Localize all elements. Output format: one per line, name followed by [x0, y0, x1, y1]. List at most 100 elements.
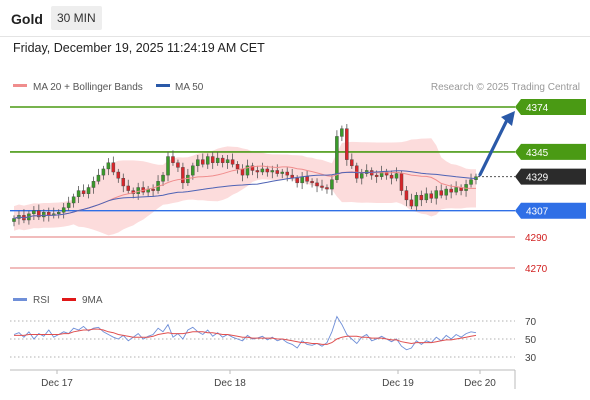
candle-body [245, 165, 250, 176]
x-tick-label: Dec 18 [214, 378, 246, 389]
candle-body [394, 173, 399, 179]
level-tag-4374: 4374 [515, 99, 586, 115]
candle [166, 151, 170, 182]
candle-body [414, 195, 419, 207]
candle-body [116, 171, 121, 179]
candle-body [136, 187, 140, 194]
candle [454, 181, 458, 196]
candles [12, 124, 478, 227]
candle-body [374, 174, 379, 177]
timestamp: Friday, December 19, 2025 11:24:19 AM CE… [13, 41, 265, 55]
candle [384, 168, 389, 180]
candle-body [310, 181, 314, 184]
candle [275, 164, 280, 177]
price-levels [10, 106, 515, 269]
candle-body [151, 188, 155, 191]
ma20-swatch [13, 84, 27, 87]
candle-body [225, 159, 230, 163]
level-label-4290: 4290 [525, 233, 548, 244]
candle [330, 175, 334, 196]
candle [250, 162, 255, 176]
candle-body [121, 178, 126, 187]
candle [270, 165, 275, 179]
candle [126, 179, 130, 194]
candle-body [86, 187, 91, 194]
candle-body [61, 207, 66, 213]
candle-body [315, 182, 319, 187]
candle-body [81, 190, 86, 194]
rsi-line [13, 315, 477, 351]
ma9-legend: 9MA [82, 295, 103, 306]
candle [325, 184, 329, 194]
level-tag-label: 4329 [526, 173, 549, 184]
forecast-arrow-shaft [478, 116, 510, 177]
candle-body [166, 156, 170, 176]
forecast-arrow [478, 111, 515, 177]
candle-body [32, 210, 36, 215]
candle-body [91, 181, 96, 188]
candle-body [424, 193, 429, 201]
candle-body [360, 173, 364, 179]
candle-body [330, 179, 334, 190]
candle-body [409, 199, 414, 207]
candle-body [181, 167, 185, 184]
candle-body [320, 185, 324, 188]
candle-body [255, 170, 260, 173]
candle-body [111, 162, 116, 173]
candle-body [71, 196, 76, 204]
candle [151, 184, 155, 197]
candle [404, 185, 409, 207]
level-tag-label: 4374 [526, 103, 549, 114]
candle [434, 185, 438, 205]
candle-body [270, 170, 275, 173]
candle-body [196, 159, 200, 167]
candle-body [285, 171, 289, 176]
candle-body [106, 162, 111, 170]
candle [91, 176, 96, 194]
level-tag-bg [515, 143, 586, 160]
candle [206, 153, 210, 169]
rsi-tick-30: 30 [525, 353, 537, 364]
moving-averages [13, 165, 477, 219]
candle-body [469, 179, 473, 185]
candle [225, 154, 230, 169]
candle [394, 167, 399, 182]
level-tag-label: 4307 [526, 207, 549, 218]
candle [86, 184, 91, 199]
candle-body [345, 128, 349, 160]
candle-body [161, 174, 165, 182]
x-axis: Dec 17 Dec 18 Dec 19 Dec 20 [41, 370, 496, 389]
candle-body [295, 178, 299, 184]
candle [121, 173, 126, 193]
candle-body [260, 168, 265, 173]
candle-body [37, 210, 41, 218]
candle [196, 154, 200, 173]
candle-body [176, 162, 180, 168]
candle-body [464, 184, 468, 191]
candle-body [449, 188, 453, 193]
candle [260, 162, 265, 176]
candle [414, 192, 419, 211]
ma20-legend: MA 20 + Bollinger Bands [33, 82, 143, 93]
candle [66, 196, 71, 211]
candle [399, 170, 404, 196]
level-tag-bg [515, 202, 586, 219]
candle-body [210, 156, 215, 163]
candle-body [96, 174, 101, 182]
rsi-legend: RSI [33, 295, 50, 306]
candle [469, 173, 473, 188]
candle [439, 184, 443, 199]
interval-button[interactable]: 30 MIN [51, 6, 102, 30]
candle [71, 193, 76, 208]
candle [320, 179, 324, 191]
candle-body [12, 218, 16, 222]
candle-body [191, 165, 195, 176]
candle-body [429, 193, 434, 199]
candle-body [454, 187, 458, 193]
candle-body [235, 164, 240, 170]
candle [230, 153, 235, 168]
forecast-arrow-head [501, 111, 515, 126]
candle-body [240, 168, 245, 176]
candle [255, 165, 260, 179]
